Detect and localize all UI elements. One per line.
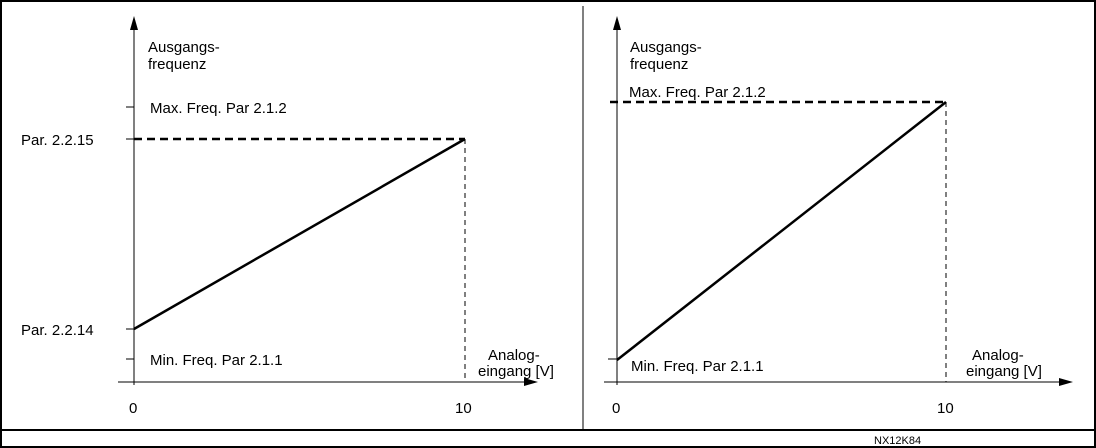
left-x-tick-0: 0 — [129, 400, 137, 417]
left-characteristic-line — [133, 137, 466, 331]
figure-code: NX12K84 — [874, 435, 921, 447]
left-par-high-label: Par. 2.2.15 — [21, 132, 94, 149]
right-characteristic-line — [616, 101, 947, 361]
right-chart: Ausgangs- frequenz Analog- eingang [V] M… — [604, 16, 1073, 417]
left-x-label-line1: Analog- — [488, 347, 540, 364]
left-x-label-line2: eingang [V] — [478, 363, 554, 380]
right-max-freq-label: Max. Freq. Par 2.1.2 — [629, 84, 766, 101]
right-y-axis-arrow — [613, 16, 621, 30]
left-min-freq-label: Min. Freq. Par 2.1.1 — [150, 352, 283, 369]
left-max-freq-label: Max. Freq. Par 2.1.2 — [150, 100, 287, 117]
left-par-low-label: Par. 2.2.14 — [21, 322, 94, 339]
right-x-label-line1: Analog- — [972, 347, 1024, 364]
left-y-axis-arrow — [130, 16, 138, 30]
left-chart: Ausgangs- frequenz Analog- eingang [V] M… — [21, 16, 554, 417]
right-min-freq-label: Min. Freq. Par 2.1.1 — [631, 358, 764, 375]
left-y-label-line1: Ausgangs- — [148, 39, 220, 56]
left-x-axis-arrow — [524, 378, 538, 386]
right-x-tick-10: 10 — [937, 400, 954, 417]
left-x-tick-10: 10 — [455, 400, 472, 417]
left-y-label-line2: frequenz — [148, 56, 206, 73]
right-x-tick-0: 0 — [612, 400, 620, 417]
right-x-axis-arrow — [1059, 378, 1073, 386]
right-x-label-line2: eingang [V] — [966, 363, 1042, 380]
right-y-label-line1: Ausgangs- — [630, 39, 702, 56]
right-y-label-line2: frequenz — [630, 56, 688, 73]
